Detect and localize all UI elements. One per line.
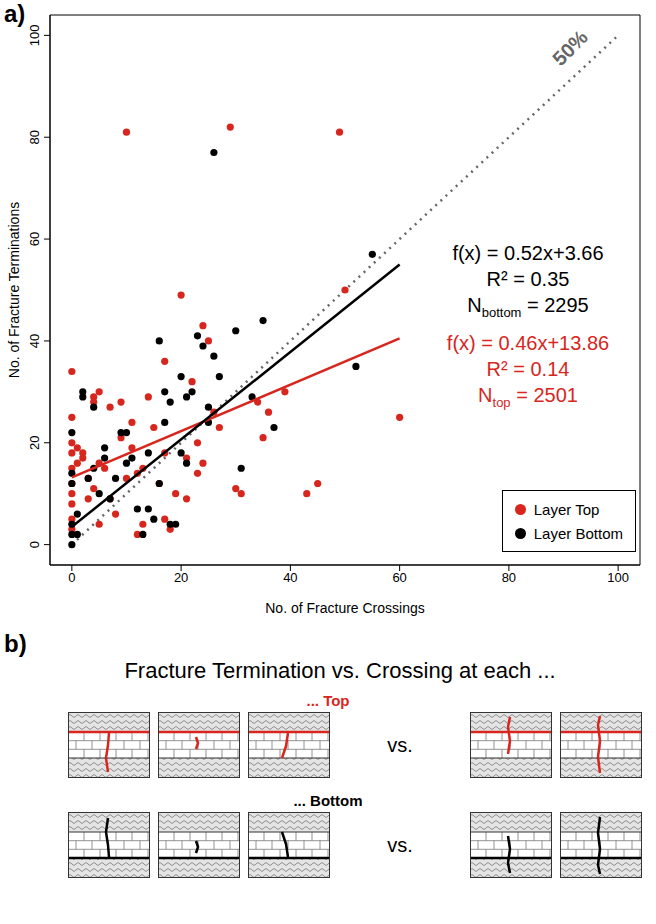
html-text:vs.: vs. [387,834,413,856]
html-text:R² = 0.35: R² = 0.35 [486,268,570,290]
html-text:Layer Top: Layer Top [533,500,600,518]
svg-text:60: 60 [27,232,42,246]
html-text:f(x) = 0.46x+13.86: f(x) = 0.46x+13.86 [446,332,610,354]
html-text:... Top: ... Top [306,692,350,709]
html-text:... Bottom: ... Bottom [293,792,363,809]
svg-text:20: 20 [27,436,42,450]
html-text:b): b) [4,630,27,657]
svg-text:100: 100 [27,25,42,47]
svg-text:0: 0 [68,570,75,585]
html-text:Ntop= 2501: Ntop= 2501 [478,384,578,410]
svg-text:80: 80 [502,570,516,585]
svg-text:40: 40 [27,334,42,348]
html-text:vs.: vs. [387,734,413,756]
html-text:Nbottom= 2295: Nbottom= 2295 [467,294,589,320]
svg-text:60: 60 [392,570,406,585]
svg-text:100: 100 [607,570,629,585]
html-text:Fracture Termination vs. Cross: Fracture Termination vs. Crossing at eac… [124,658,556,683]
html-text:No. of Fracture Terminations: No. of Fracture Terminations [6,201,22,379]
svg-text:No. of Fracture Crossings: No. of Fracture Crossings [265,600,425,616]
svg-text:80: 80 [27,130,42,144]
html-text:Layer Bottom: Layer Bottom [533,524,623,542]
svg-text:40: 40 [283,570,297,585]
svg-text:20: 20 [174,570,188,585]
html-text:50%: 50% [548,26,592,70]
html-text:R² = 0.14: R² = 0.14 [486,358,570,380]
html-text:a): a) [4,0,26,27]
html-text:f(x) = 0.52x+3.66: f(x) = 0.52x+3.66 [452,242,604,264]
svg-text:0: 0 [27,541,42,548]
